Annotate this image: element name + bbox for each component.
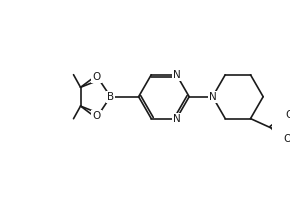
Text: O: O xyxy=(286,110,290,120)
Text: N: N xyxy=(173,70,180,80)
Text: N: N xyxy=(209,92,216,102)
Text: B: B xyxy=(107,92,114,102)
Text: N: N xyxy=(173,114,180,124)
Text: O: O xyxy=(92,72,101,82)
Text: O: O xyxy=(92,111,101,121)
Text: O: O xyxy=(284,134,290,144)
